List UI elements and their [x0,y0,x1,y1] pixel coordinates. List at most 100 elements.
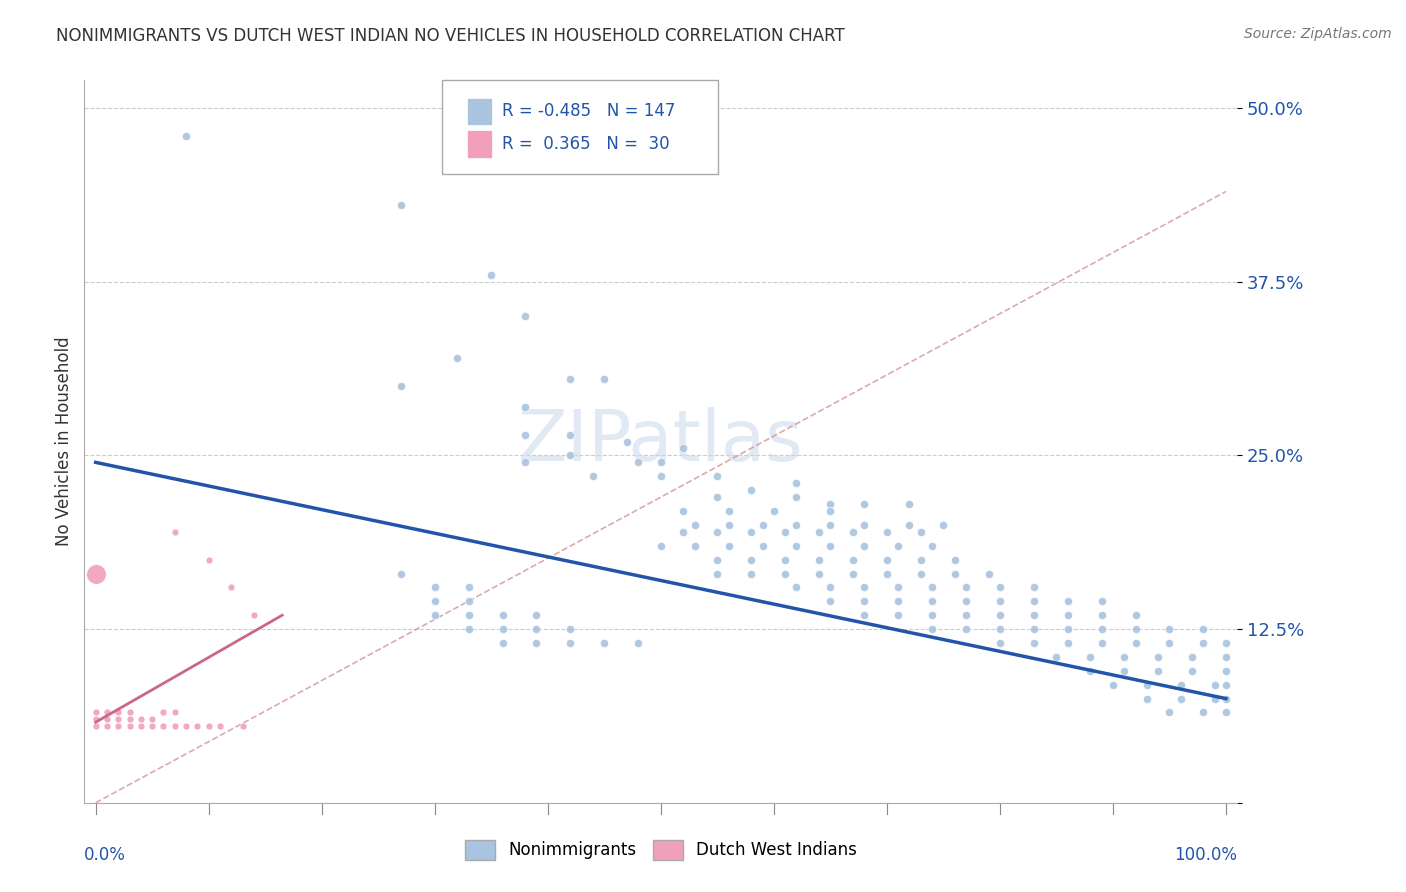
Point [785,539,807,553]
Text: R = -0.485   N = 147: R = -0.485 N = 147 [502,103,675,120]
Text: 0.0%: 0.0% [84,847,127,864]
Point [1159,622,1181,636]
Point [243,608,266,623]
Point [446,351,468,366]
Point [560,622,582,636]
Point [1056,594,1078,608]
Point [740,483,762,498]
Text: NONIMMIGRANTS VS DUTCH WEST INDIAN NO VEHICLES IN HOUSEHOLD CORRELATION CHART: NONIMMIGRANTS VS DUTCH WEST INDIAN NO VE… [56,27,845,45]
Y-axis label: No Vehicles in Household: No Vehicles in Household [55,336,73,547]
Point [820,539,842,553]
Point [773,566,796,581]
Point [197,719,219,733]
Point [96,719,118,733]
Point [84,719,107,733]
Point [910,524,932,539]
Point [627,455,650,469]
Point [820,504,842,518]
Point [118,706,141,720]
Point [650,539,672,553]
Point [808,524,831,539]
Point [186,719,208,733]
Point [593,636,616,650]
Point [152,706,174,720]
Point [977,566,1000,581]
Point [988,622,1011,636]
Point [717,517,740,532]
Point [582,469,605,483]
Point [1215,691,1237,706]
Point [1147,649,1170,664]
Point [887,608,910,623]
Point [1022,622,1045,636]
Point [898,517,921,532]
Point [1181,664,1204,678]
Point [1022,581,1045,595]
Point [876,524,898,539]
Point [887,581,910,595]
Point [683,517,706,532]
Point [853,539,876,553]
Point [118,713,141,727]
Point [163,719,186,733]
Point [84,706,107,720]
Point [820,581,842,595]
Point [887,594,910,608]
Point [988,594,1011,608]
Point [141,719,163,733]
Point [1045,649,1067,664]
Point [84,713,107,727]
Point [740,566,762,581]
Point [650,455,672,469]
Point [943,552,966,566]
Point [1022,594,1045,608]
Point [1215,649,1237,664]
Point [163,706,186,720]
Point [118,719,141,733]
Point [560,449,582,463]
Point [717,504,740,518]
Point [1215,664,1237,678]
Point [491,636,513,650]
Point [1102,678,1125,692]
Point [1056,608,1078,623]
Point [1204,678,1226,692]
Point [96,706,118,720]
Point [853,497,876,511]
Point [876,552,898,566]
Point [457,608,479,623]
Point [526,608,548,623]
Legend: Nonimmigrants, Dutch West Indians: Nonimmigrants, Dutch West Indians [458,833,863,867]
Point [491,622,513,636]
Point [84,566,107,581]
Point [955,622,977,636]
Point [921,539,943,553]
FancyBboxPatch shape [441,80,718,174]
Point [1192,636,1215,650]
Point [785,476,807,491]
Point [423,608,446,623]
Point [955,608,977,623]
Point [1022,636,1045,650]
Point [96,713,118,727]
Point [141,713,163,727]
Point [672,524,695,539]
Point [389,566,412,581]
Point [773,552,796,566]
Point [1159,636,1181,650]
Point [174,128,197,143]
Point [129,713,152,727]
Point [785,517,807,532]
Point [762,504,785,518]
Point [479,268,502,282]
Point [197,552,219,566]
Point [1136,691,1159,706]
Point [921,608,943,623]
Point [107,719,129,733]
Point [1091,608,1114,623]
Point [1022,608,1045,623]
Point [593,372,616,386]
Point [955,581,977,595]
Point [1125,608,1147,623]
Point [672,442,695,456]
